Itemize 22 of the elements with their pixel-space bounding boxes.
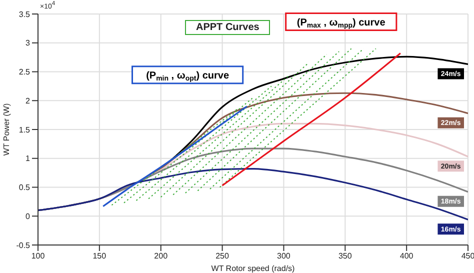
x-tick-label: 150 (92, 252, 107, 261)
y-tick-label: 2.5 (18, 68, 31, 77)
y-axis-title: WT Power (W) (2, 103, 11, 156)
y-tick-label: 0 (26, 212, 31, 221)
annotation: APPT Curves (185, 20, 270, 35)
y-tick-label: 0.5 (18, 183, 31, 192)
y-tick-label: 3 (26, 38, 31, 48)
x-tick-label: 250 (216, 252, 230, 261)
text: (P$_{max}$ , ω$_{mpp}$) curve (296, 16, 386, 30)
x-tick-label: 300 (277, 252, 291, 261)
x-tick-label: 100 (31, 252, 46, 261)
x-axis-title: WT Rotor speed (rad/s) (211, 264, 296, 273)
x-tick-label: 350 (338, 252, 352, 261)
x-tick-label: 200 (154, 252, 168, 261)
y-tick-label: 1 (26, 154, 31, 164)
y-tick-label: 3.5 (18, 10, 31, 19)
text: (P$_{min}$ , ω$_{opt}$) curve (146, 70, 230, 83)
y-tick-label: 1.5 (18, 125, 31, 134)
y-tick-label: -0.5 (16, 240, 31, 250)
x-tick-label: 450 (461, 252, 474, 261)
x-tick-label: 400 (400, 252, 414, 261)
y-tick-label: 2 (26, 96, 31, 106)
